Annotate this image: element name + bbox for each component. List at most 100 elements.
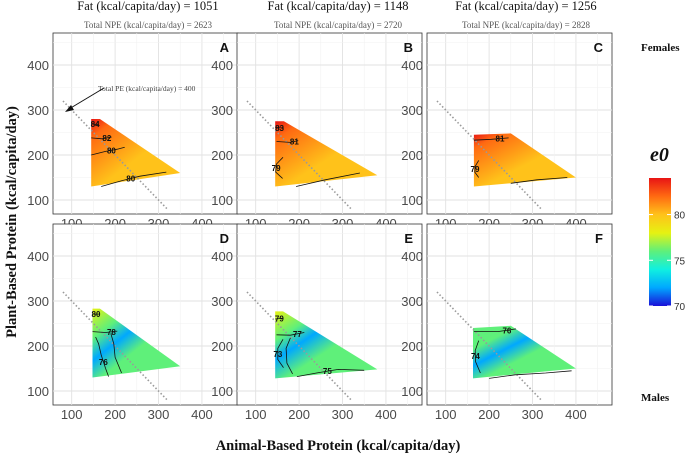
pe-line-annotation: Total PE (kcal/capita/day) = 400 xyxy=(98,84,196,93)
contour-line xyxy=(285,337,293,375)
contour-label: 80 xyxy=(92,310,101,319)
x-tick-label: 400 xyxy=(375,407,397,422)
panel-B: 83 81 79 100 200 300 400 100 200 300 400 B xyxy=(211,32,423,231)
colorbar-tick-label: 80 xyxy=(674,211,685,222)
contour-line xyxy=(473,328,517,332)
contour-line xyxy=(110,333,122,374)
contour-label: 82 xyxy=(102,134,111,143)
colorbar-tick-label: 75 xyxy=(674,256,685,267)
contour-line xyxy=(91,123,100,126)
pe-annotation-arrow xyxy=(68,87,105,110)
x-tick-label: 100 xyxy=(245,407,267,422)
contour-line xyxy=(277,339,284,368)
contour-label: 78 xyxy=(107,328,116,337)
surface xyxy=(473,133,576,187)
colorbar-title: e0 xyxy=(650,144,669,166)
row-label-females: Females xyxy=(641,42,680,54)
x-tick-label: 200 xyxy=(104,407,126,422)
contour-line xyxy=(275,317,284,320)
y-tick-label: 100 xyxy=(211,384,233,399)
y-tick-label: 200 xyxy=(27,148,49,163)
x-tick-label: 400 xyxy=(191,407,213,422)
contour-label: 83 xyxy=(275,124,284,133)
pe-dotted-line xyxy=(62,100,168,210)
contour-line xyxy=(276,140,299,143)
contour-label: 74 xyxy=(471,352,480,361)
surface xyxy=(92,308,181,378)
panel-frame xyxy=(236,32,423,215)
contour-line xyxy=(92,330,118,333)
contour-label: 79 xyxy=(275,315,284,324)
y-tick-label: 300 xyxy=(27,294,49,309)
contour-line xyxy=(489,370,572,379)
contour-label: 76 xyxy=(502,326,511,335)
panel-F: 76 74 100 200 300 400 100 200 300 400 F xyxy=(401,223,613,422)
contour-line xyxy=(275,157,284,179)
contour-line xyxy=(510,177,568,184)
y-tick-label: 400 xyxy=(401,249,423,264)
contour-label: 77 xyxy=(293,330,302,339)
y-tick-label: 400 xyxy=(211,249,233,264)
panel-D: 80 78 76 100 200 300 400 100 200 300 400 D xyxy=(27,223,239,422)
colorbar: e0 70 75 80 xyxy=(649,144,685,313)
pe-annotation-arrowhead xyxy=(65,105,74,112)
y-tick-label: 100 xyxy=(401,384,423,399)
contour-line xyxy=(95,336,109,377)
panel-letter: D xyxy=(220,231,229,246)
x-tick-label: 400 xyxy=(565,407,587,422)
contour-label: 80 xyxy=(126,174,135,183)
contour-label: 79 xyxy=(272,164,281,173)
panel-letter: A xyxy=(220,40,230,55)
y-tick-label: 300 xyxy=(211,294,233,309)
contour-label: 80 xyxy=(107,146,116,155)
column-title-2: Fat (kcal/capita/day) = 1148 xyxy=(268,0,409,13)
y-tick-label: 300 xyxy=(211,103,233,118)
pe-dotted-line xyxy=(62,291,168,401)
contour-line xyxy=(91,136,112,140)
y-tick-label: 200 xyxy=(211,339,233,354)
y-tick-label: 300 xyxy=(401,103,423,118)
contour-label: 81 xyxy=(496,135,505,144)
y-tick-label: 100 xyxy=(401,193,423,208)
y-tick-label: 100 xyxy=(27,193,49,208)
x-tick-label: 200 xyxy=(288,407,310,422)
y-tick-label: 100 xyxy=(211,193,233,208)
surface xyxy=(473,325,576,379)
contour-line xyxy=(275,127,284,129)
panel-letter: B xyxy=(404,40,413,55)
y-tick-label: 300 xyxy=(401,294,423,309)
pe-dotted-line xyxy=(246,100,352,210)
contour-line xyxy=(101,171,167,187)
contour-label: 75 xyxy=(323,367,332,376)
contour-line xyxy=(91,146,125,156)
surface xyxy=(275,311,378,379)
y-tick-label: 400 xyxy=(211,58,233,73)
panel-letter: E xyxy=(404,231,413,246)
panel-E: 79 77 73 75 100 200 300 400 100 200 300 400 E xyxy=(211,223,423,422)
contour-line xyxy=(296,368,365,377)
contour-label: 84 xyxy=(91,120,100,129)
y-tick-label: 200 xyxy=(401,148,423,163)
colorbar-ticks: 70 75 80 xyxy=(649,211,685,313)
x-tick-label: 100 xyxy=(435,407,457,422)
surface xyxy=(275,121,378,187)
x-tick-label: 200 xyxy=(478,407,500,422)
column-subtitle-2: Total NPE (kcal/capita/day) = 2720 xyxy=(274,20,402,30)
column-title-3: Fat (kcal/capita/day) = 1256 xyxy=(455,0,596,13)
y-axis-title: Plant-Based Protein (kcal/capita/day) xyxy=(4,106,20,338)
panel-letter: C xyxy=(594,40,604,55)
colorbar-tick-label: 70 xyxy=(674,302,685,313)
contour-line xyxy=(474,160,480,178)
contour-label: 76 xyxy=(99,358,108,367)
x-tick-label: 300 xyxy=(332,407,354,422)
y-tick-label: 200 xyxy=(27,339,49,354)
contour-line xyxy=(276,332,305,336)
column-subtitle-3: Total NPE (kcal/capita/day) = 2828 xyxy=(462,20,590,30)
y-tick-label: 200 xyxy=(211,148,233,163)
contour-line xyxy=(296,172,360,187)
surface xyxy=(91,119,181,187)
